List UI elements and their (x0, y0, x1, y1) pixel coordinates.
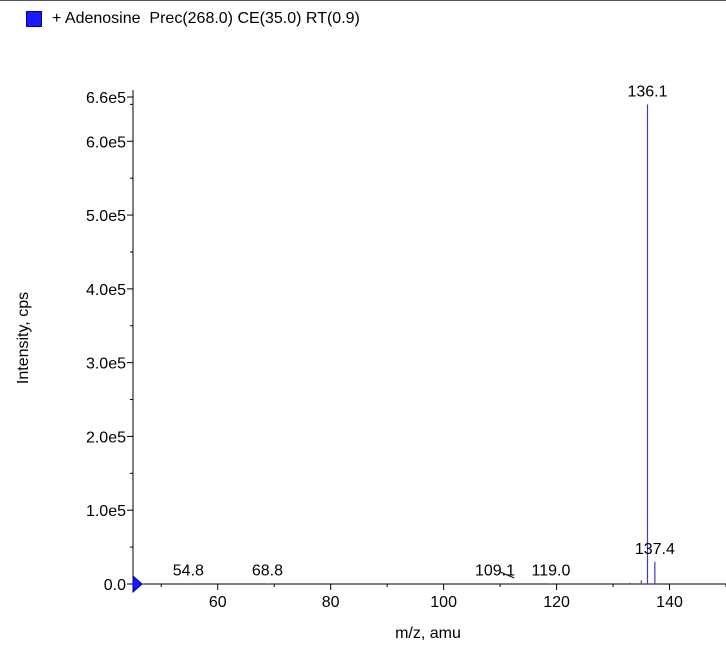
y-tick-label: 0.0 (104, 577, 126, 594)
y-tick-label: 2.0e5 (86, 429, 126, 446)
x-tick-label: 120 (543, 594, 570, 611)
y-tick-label: 1.0e5 (86, 503, 126, 520)
y-axis-label: Intensity, cps (15, 292, 32, 384)
x-tick-label: 140 (656, 594, 683, 611)
peak-label: 119.0 (531, 562, 570, 579)
x-tick-label: 80 (322, 594, 340, 611)
x-tick-label: 100 (430, 594, 457, 611)
peak-label: 54.8 (173, 562, 204, 579)
peak-label: 68.8 (252, 563, 283, 580)
peak-label: 137.4 (635, 541, 675, 558)
y-tick-label: 3.0e5 (86, 356, 126, 373)
peaks (187, 104, 656, 584)
peak-label: 109.1 (475, 562, 515, 579)
x-tick-label: 60 (209, 594, 227, 611)
legend: + Adenosine Prec(268.0) CE(35.0) RT(0.9) (26, 8, 360, 30)
legend-label: + Adenosine Prec(268.0) CE(35.0) RT(0.9) (52, 10, 360, 27)
x-axis-label: m/z, amu (395, 625, 461, 642)
top-border (0, 0, 726, 1)
peak-label: 136.1 (627, 83, 667, 100)
axes: 0.0 1.0e5 2.0e5 3.0e5 4.0e5 5.0e5 6.0e5 6.6e5 60… (86, 90, 726, 611)
y-tick-label: 4.0e5 (86, 282, 126, 299)
label-leader (499, 571, 515, 579)
y-tick-label: 6.6e5 (86, 90, 126, 107)
y-tick-label: 5.0e5 (86, 208, 126, 225)
origin-marker (132, 574, 143, 594)
peak-labels: 54.8 68.8 109.1 119.0 136.1 137.4 (173, 83, 675, 579)
y-tick-label: 6.0e5 (86, 134, 126, 151)
legend-swatch (26, 11, 42, 27)
